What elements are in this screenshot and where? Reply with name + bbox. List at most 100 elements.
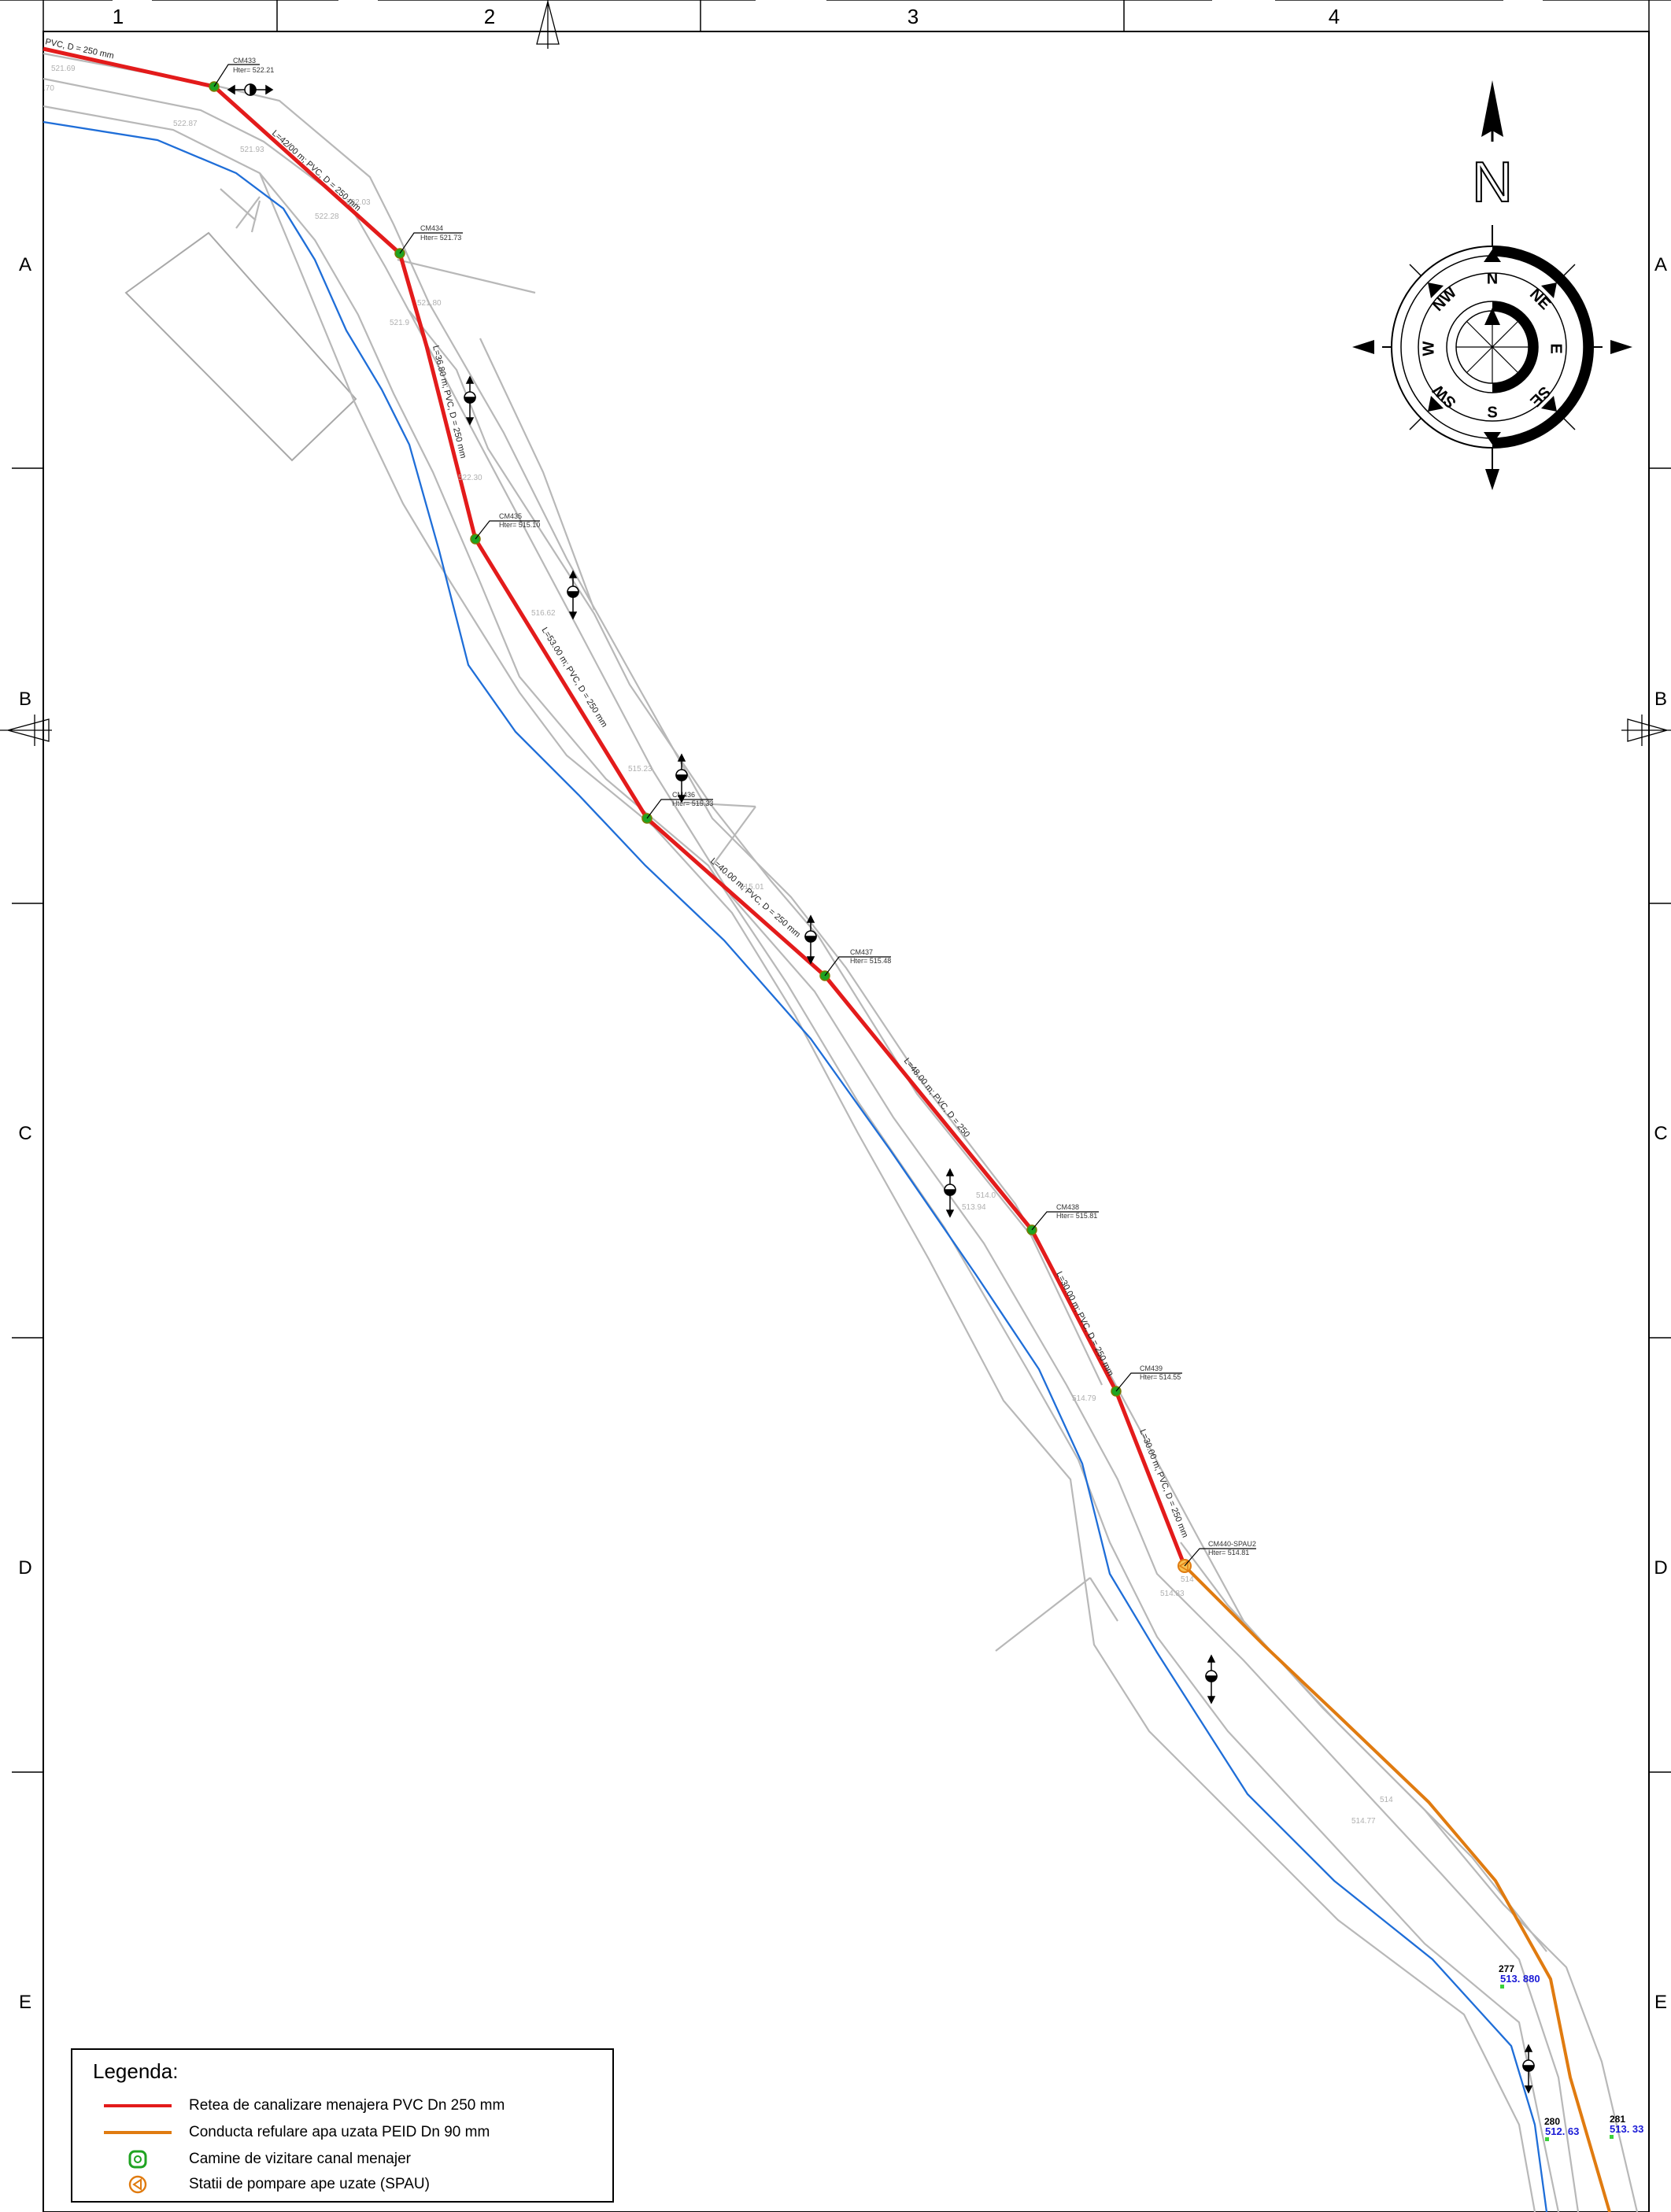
segment-label: L=42/00 m; PVC, D = 250 mm (270, 128, 363, 213)
river (43, 120, 1548, 2212)
compass-e: E (1547, 343, 1565, 353)
survey-point-elev: 513. 880 (1500, 1973, 1540, 1985)
segment-label: L=30.00 m; PVC, D = 250 mm (1054, 1270, 1115, 1378)
elev-label: 514 (1181, 1575, 1194, 1584)
flow-symbol-icon (227, 83, 274, 96)
row-label-b-left: B (19, 689, 31, 710)
survey-point-elev: 512. 63 (1545, 2125, 1579, 2137)
manhole-id: CM440-SPAU2 (1208, 1540, 1256, 1548)
legend-item-manhole: Camine de vizitare canal menajer (104, 2147, 411, 2171)
manhole-h: Hter= 515.48 (850, 957, 891, 965)
legend-item-discharge: Conducta refulare apa uzata PEID Dn 90 m… (104, 2121, 490, 2144)
survey-point-281[interactable]: 281 513. 33 (1610, 2114, 1643, 2139)
compass-rose-icon: N NE E SE S SW W NW (1352, 225, 1632, 490)
elev-label: 514.0 (976, 1191, 996, 1200)
manhole-id: CM437 (850, 948, 873, 956)
col-label-1: 1 (113, 5, 124, 28)
manhole-cm437[interactable]: CM437 Hter= 515.48 (819, 948, 891, 981)
row-label-b-right: B (1654, 689, 1667, 710)
row-label-e-right: E (1654, 1992, 1667, 2013)
north-letter: N (1472, 151, 1513, 214)
elev-label: 521.80 (417, 299, 442, 308)
manhole-h: Hter= 514.55 (1140, 1373, 1181, 1381)
row-ticks (12, 467, 1671, 1773)
survey-point-280[interactable]: 280 512. 63 (1544, 2116, 1579, 2141)
manhole-cm435[interactable]: CM435 Hter= 515.10 (470, 512, 540, 545)
col-label-2: 2 (484, 5, 495, 28)
segment-label: L=30.00 m; PVC, D = 250 mm (1137, 1428, 1189, 1539)
elev-label: 514 (1380, 1796, 1393, 1804)
flow-symbol-icon (1522, 2044, 1535, 2094)
elev-label: 513.94 (962, 1203, 986, 1212)
manhole-symbol-icon (104, 2147, 172, 2171)
manhole-id: CM439 (1140, 1364, 1163, 1372)
elev-label: 522.87 (173, 120, 198, 128)
manhole-h: Hter= 515.10 (499, 521, 540, 529)
elev-label: 514.77 (1351, 1817, 1376, 1826)
manhole-id: CM435 (499, 512, 522, 520)
pump-station-spau2[interactable]: CM440-SPAU2 Hter= 514.81 (1177, 1540, 1256, 1573)
drawing-frame (43, 31, 1650, 2212)
manhole-cm433[interactable]: CM433 Hter= 522.21 (209, 57, 274, 92)
legend-label: Retea de canalizare menajera PVC Dn 250 … (189, 2097, 505, 2114)
row-label-d-right: D (1654, 1557, 1667, 1579)
survey-point-id: 281 (1610, 2114, 1625, 2125)
segment-label: L=48.00 m; PVC, D = 250 (902, 1056, 972, 1139)
manhole-cm434[interactable]: CM434 Hter= 521.73 (394, 224, 463, 259)
flow-symbol-icon (1205, 1654, 1218, 1704)
col-label-4: 4 (1329, 5, 1340, 28)
legend-line-orange (104, 2121, 172, 2144)
manhole-cm438[interactable]: CM438 Hter= 515.81 (1026, 1203, 1099, 1235)
manhole-h: Hter= 515.33 (672, 799, 713, 807)
legend-item-pump: Statii de pompare ape uzate (SPAU) (104, 2173, 430, 2196)
elevation-labels: 521.69 .70 522.87 521.93 522.03 522.28 5… (43, 65, 1393, 1826)
elev-label: 522.03 (346, 198, 371, 207)
top-grid-band (0, 0, 1671, 31)
manhole-id: CM436 (672, 791, 695, 799)
row-label-a-left: A (19, 254, 31, 275)
manhole-h: Hter= 522.21 (233, 66, 274, 74)
elev-label: 521.69 (51, 65, 76, 73)
road-edges (43, 52, 1639, 2212)
elev-label: 516.62 (531, 609, 556, 618)
top-center-marker (532, 0, 564, 49)
row-label-a-right: A (1654, 254, 1667, 275)
legend-box: Legenda: Retea de canalizare menajera PV… (71, 2048, 614, 2203)
elev-label: 515.23 (628, 765, 653, 774)
manhole-id: CM433 (233, 57, 256, 65)
compass-s: S (1487, 404, 1497, 421)
elev-label: 521.9 (390, 319, 409, 327)
manhole-id: CM438 (1056, 1203, 1079, 1211)
elev-label: 522.28 (315, 212, 339, 221)
row-label-e-left: E (19, 1992, 31, 2013)
manhole-cm436[interactable]: CM436 Hter= 515.33 (641, 791, 713, 824)
survey-point-277[interactable]: 277 513. 880 (1499, 1963, 1540, 1989)
survey-point-id: 277 (1499, 1963, 1514, 1974)
survey-point-elev: 513. 33 (1610, 2123, 1643, 2135)
flow-symbol-icon (464, 375, 476, 426)
right-center-marker (1621, 715, 1671, 746)
north-arrow: N (1471, 80, 1514, 215)
survey-point-id: 280 (1544, 2116, 1560, 2127)
flow-symbol-icon (567, 570, 579, 620)
legend-item-sewer: Retea de canalizare menajera PVC Dn 250 … (104, 2094, 505, 2118)
manhole-cm439[interactable]: CM439 Hter= 514.55 (1111, 1364, 1182, 1397)
elev-label: 515.01 (740, 883, 764, 892)
row-label-c-right: C (1654, 1123, 1667, 1144)
segment-label: L=40.00 m; PVC, D = 250 mm (708, 856, 802, 940)
legend-label: Statii de pompare ape uzate (SPAU) (189, 2176, 430, 2192)
legend-title: Legenda: (93, 2059, 179, 2083)
elev-label: .70 (43, 84, 54, 93)
manhole-h: Hter= 515.81 (1056, 1212, 1097, 1220)
discharge-pipe (1183, 1564, 1611, 2212)
flow-symbol-icon (804, 914, 817, 965)
row-label-c-left: C (18, 1123, 31, 1144)
manhole-id: CM434 (420, 224, 443, 232)
elev-label: 514.83 (1160, 1590, 1185, 1598)
sewer-main-line (43, 46, 1187, 1567)
pump-station-icon (104, 2173, 172, 2196)
row-label-d-left: D (18, 1557, 31, 1579)
left-center-marker (0, 715, 52, 746)
elev-label: 522.30 (458, 474, 482, 482)
